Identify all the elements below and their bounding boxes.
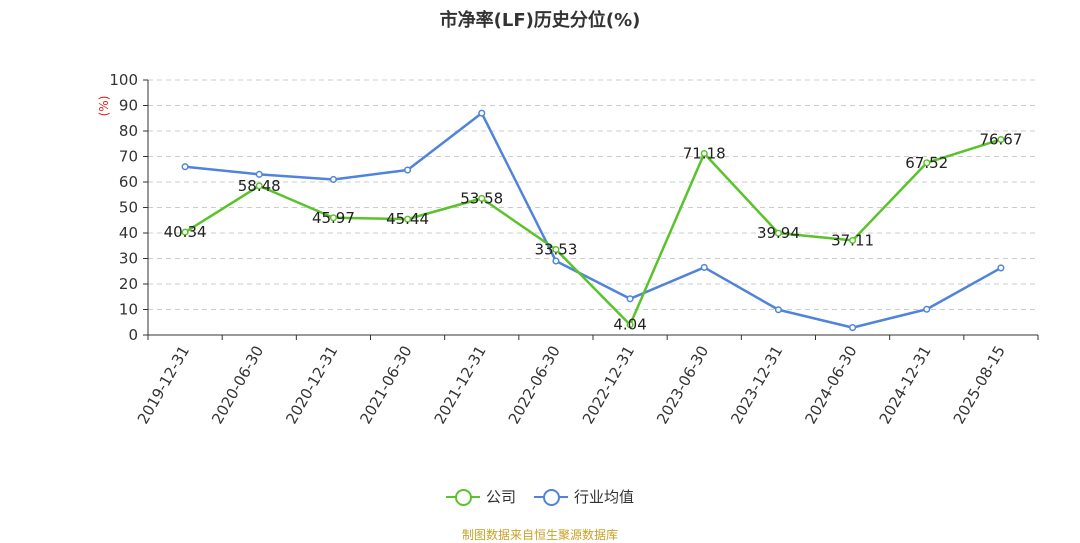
x-tick-label: 2022-06-30 bbox=[505, 343, 564, 428]
company-data-label: 71.18 bbox=[683, 144, 726, 162]
industry-average-data-point bbox=[404, 166, 412, 174]
x-tick-label: 2024-12-31 bbox=[876, 343, 935, 428]
legend: 公司 行业均值 bbox=[0, 486, 1080, 507]
company-data-label: 45.97 bbox=[312, 209, 355, 227]
company-data-point bbox=[404, 215, 412, 223]
data-labels: 40.34 58.48 45.97 45.44 53.58 33.53 4.04 71.18 3… bbox=[164, 130, 1023, 333]
y-tick-label: 80 bbox=[119, 122, 138, 140]
industry-average-data-point bbox=[478, 109, 486, 117]
company-data-label: 45.44 bbox=[386, 210, 429, 228]
industry-average-data-point bbox=[552, 257, 560, 265]
industry-average-series-line bbox=[184, 111, 1002, 329]
company-data-label: 37.11 bbox=[831, 231, 874, 249]
y-tick-label: 90 bbox=[119, 97, 138, 115]
x-tick-label: 2019-12-31 bbox=[134, 343, 193, 428]
industry-average-data-point bbox=[774, 306, 782, 314]
legend-label-company: 公司 bbox=[485, 488, 516, 506]
y-tick-label: 20 bbox=[119, 275, 138, 293]
company-data-label: 58.48 bbox=[238, 177, 281, 195]
company-data-point bbox=[997, 135, 1005, 144]
company-data-label: 33.53 bbox=[534, 240, 577, 258]
company-series-line bbox=[184, 138, 1002, 326]
source-note: 制图数据来自恒生聚源数据库 bbox=[461, 528, 618, 542]
company-data-label: 67.52 bbox=[905, 154, 948, 172]
x-tick-label: 2025-08-15 bbox=[950, 343, 1009, 428]
company-data-label: 53.58 bbox=[460, 189, 503, 207]
chart-title: 市净率(LF)历史分位(%) bbox=[439, 10, 641, 31]
grid-lines bbox=[148, 79, 1038, 310]
company-data-point bbox=[478, 194, 486, 202]
legend-swatch-company bbox=[445, 488, 480, 506]
x-tick-label: 2021-12-31 bbox=[431, 343, 490, 428]
industry-average-data-point bbox=[626, 295, 634, 303]
company-data-point bbox=[849, 236, 857, 244]
x-tick-label: 2023-12-31 bbox=[727, 343, 786, 428]
industry-average-data-point bbox=[923, 305, 931, 313]
legend-label-industry-average: 行业均值 bbox=[574, 488, 635, 506]
y-tick-label: 70 bbox=[119, 148, 138, 166]
y-tick-label: 0 bbox=[128, 326, 138, 344]
y-tick-label: 40 bbox=[119, 224, 138, 242]
series bbox=[181, 109, 1005, 332]
company-data-label: 76.67 bbox=[979, 130, 1022, 148]
x-tick-label: 2022-12-31 bbox=[579, 343, 638, 428]
company-data-point bbox=[181, 228, 189, 236]
y-tick-label: 30 bbox=[119, 250, 138, 268]
y-tick-label: 50 bbox=[119, 199, 138, 217]
legend-item-company[interactable]: 公司 bbox=[445, 486, 516, 507]
y-axis-label: (%) bbox=[97, 96, 111, 117]
y-tick-label: 100 bbox=[109, 71, 138, 89]
company-data-point bbox=[255, 182, 263, 190]
company-data-point bbox=[329, 214, 337, 222]
industry-average-data-point bbox=[329, 175, 337, 183]
line-chart: 0 10 20 30 40 50 60 70 80 90 100 2019-12-31 2020-06-… bbox=[97, 71, 1039, 428]
x-tick-label: 2020-06-30 bbox=[208, 343, 267, 428]
legend-item-industry-average[interactable]: 行业均值 bbox=[534, 486, 634, 507]
x-tick-label: 2024-06-30 bbox=[801, 343, 860, 428]
company-data-point bbox=[923, 159, 931, 167]
company-data-point bbox=[774, 229, 782, 237]
x-tick-label: 2020-12-31 bbox=[282, 343, 341, 428]
company-data-label: 4.04 bbox=[613, 316, 646, 334]
industry-average-data-point bbox=[849, 324, 857, 332]
company-data-point bbox=[552, 245, 560, 254]
company-data-point bbox=[626, 321, 634, 329]
legend-swatch-industry-average bbox=[534, 488, 568, 506]
industry-average-data-point bbox=[997, 264, 1005, 272]
company-data-label: 39.94 bbox=[757, 224, 800, 242]
industry-average-data-point bbox=[255, 170, 263, 178]
company-data-label: 40.34 bbox=[164, 223, 207, 241]
y-tick-label: 10 bbox=[119, 301, 138, 319]
industry-average-data-point bbox=[181, 163, 189, 171]
x-tick-label: 2021-06-30 bbox=[356, 343, 415, 428]
company-data-point bbox=[700, 149, 708, 158]
y-tick-label: 60 bbox=[119, 173, 138, 191]
x-tick-label: 2023-06-30 bbox=[653, 343, 712, 428]
industry-average-data-point bbox=[700, 263, 708, 271]
